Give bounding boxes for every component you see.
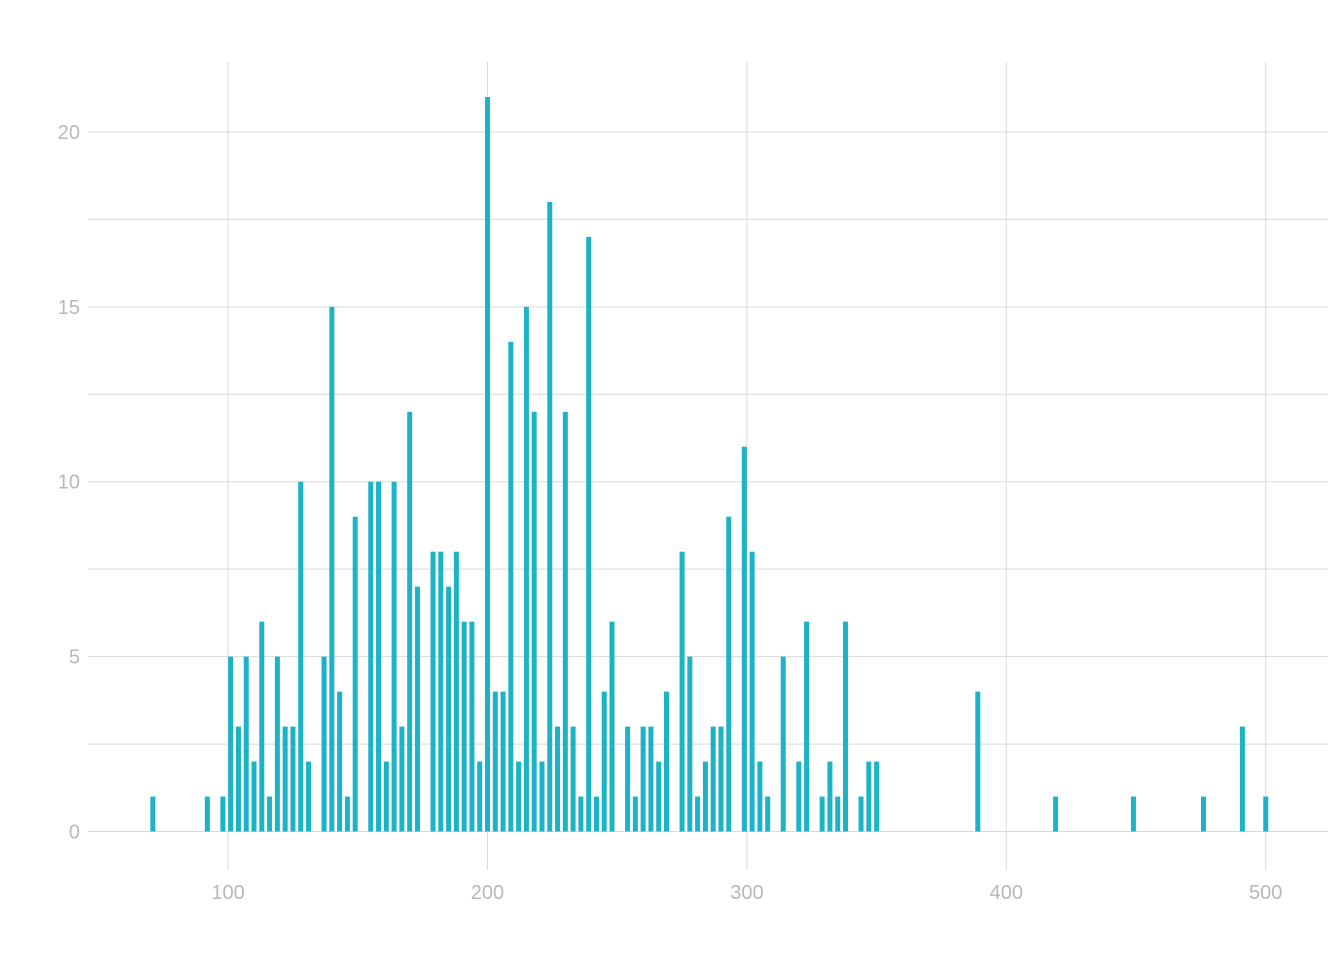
histogram-bar — [578, 796, 584, 832]
histogram-bar — [243, 656, 249, 832]
histogram-bar — [835, 796, 841, 832]
y-tick-label: 20 — [58, 122, 80, 144]
histogram-bar — [1053, 796, 1059, 832]
histogram-bar — [819, 796, 825, 832]
histogram-bar — [593, 796, 599, 832]
histogram-bar — [251, 761, 257, 832]
histogram-bar — [204, 796, 210, 832]
histogram-bar — [547, 201, 553, 832]
x-tick-label: 200 — [471, 882, 504, 904]
histogram-bar — [430, 551, 436, 832]
x-tick-label: 100 — [211, 882, 244, 904]
histogram-bar — [741, 446, 747, 832]
histogram-bar — [749, 551, 755, 832]
histogram-bar — [586, 236, 592, 832]
histogram-bar — [1200, 796, 1206, 832]
histogram-bar — [461, 621, 467, 832]
histogram-bar — [267, 796, 273, 832]
histogram-bar — [523, 306, 529, 832]
histogram-bar — [407, 411, 413, 832]
histogram-bar — [858, 796, 864, 832]
histogram-bar — [414, 586, 420, 832]
histogram-bar — [679, 551, 685, 832]
histogram-bar — [477, 761, 483, 832]
histogram-bar — [539, 761, 545, 832]
histogram-bar — [702, 761, 708, 832]
histogram-bar — [842, 621, 848, 832]
x-tick-label: 400 — [990, 882, 1023, 904]
histogram-bar — [866, 761, 872, 832]
histogram-bar — [352, 516, 358, 832]
histogram-bar — [368, 481, 374, 832]
histogram-bar — [391, 481, 397, 832]
histogram-bar — [726, 516, 732, 832]
histogram-bar — [500, 691, 506, 832]
histogram-bar — [796, 761, 802, 832]
histogram-bar — [570, 726, 576, 832]
histogram-bar — [874, 761, 880, 832]
y-tick-label: 5 — [69, 647, 80, 669]
histogram-bar — [508, 341, 514, 832]
histogram-bar — [150, 796, 156, 832]
histogram-bar — [625, 726, 631, 832]
histogram-bar — [1130, 796, 1136, 832]
y-tick-label: 0 — [69, 822, 80, 844]
histogram-bar — [228, 656, 234, 832]
histogram-bar — [531, 411, 537, 832]
histogram-bar — [710, 726, 716, 832]
bars-layer — [150, 96, 1269, 832]
histogram-bar — [453, 551, 459, 832]
histogram-bar — [484, 96, 490, 832]
axis-layer: 0 5 10 15 20 100 200 300 400 500 — [58, 122, 1283, 904]
grid-layer — [88, 62, 1328, 870]
histogram-bar — [383, 761, 389, 832]
histogram-bar — [827, 761, 833, 832]
histogram-bar — [321, 656, 327, 832]
histogram-bar — [765, 796, 771, 832]
histogram-bar — [220, 796, 226, 832]
histogram-bar — [656, 761, 662, 832]
histogram-bar — [687, 656, 693, 832]
histogram-bar — [282, 726, 288, 832]
histogram-bar — [648, 726, 654, 832]
histogram-bar — [780, 656, 786, 832]
x-tick-label: 300 — [730, 882, 763, 904]
histogram-bar — [601, 691, 607, 832]
histogram-bar — [804, 621, 810, 832]
histogram-bar — [274, 656, 280, 832]
histogram-bar — [399, 726, 405, 832]
histogram-bar — [438, 551, 444, 832]
histogram-bar — [695, 796, 701, 832]
histogram-bar — [469, 621, 475, 832]
histogram-bar — [718, 726, 724, 832]
x-tick-label: 500 — [1249, 882, 1282, 904]
histogram-bar — [329, 306, 335, 832]
y-tick-label: 15 — [58, 297, 80, 319]
histogram-bar — [446, 586, 452, 832]
histogram-bar — [259, 621, 265, 832]
histogram-bar — [1263, 796, 1269, 832]
histogram-bar — [632, 796, 638, 832]
histogram-bar — [562, 411, 568, 832]
histogram-bar — [344, 796, 350, 832]
histogram-bar — [663, 691, 669, 832]
histogram-bar — [609, 621, 615, 832]
histogram-bar — [306, 761, 312, 832]
histogram-bar — [1239, 726, 1245, 832]
histogram-bar — [975, 691, 981, 832]
histogram-bar — [290, 726, 296, 832]
histogram-bar — [640, 726, 646, 832]
histogram-bar — [492, 691, 498, 832]
histogram-bar — [337, 691, 343, 832]
histogram-bar — [516, 761, 522, 832]
y-tick-label: 10 — [58, 472, 80, 494]
histogram-bar — [376, 481, 382, 832]
histogram-bar — [298, 481, 304, 832]
histogram-bar — [757, 761, 763, 832]
histogram-bar — [235, 726, 241, 832]
histogram-bar — [555, 726, 561, 832]
